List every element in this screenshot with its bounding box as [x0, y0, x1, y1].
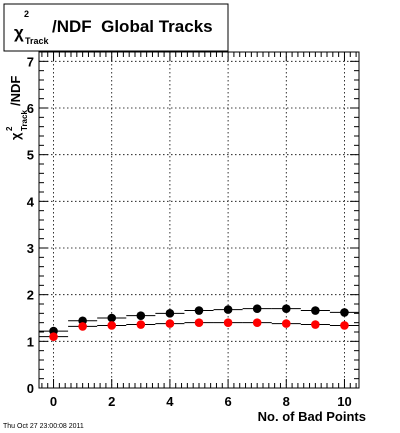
data-point: [165, 309, 175, 318]
data-points: [39, 304, 359, 341]
y-tick-label: 7: [27, 54, 34, 69]
data-point: [136, 320, 146, 329]
tick-labels: 0 1 2 3 4 5 6 7 0 2 4 6 8 10: [27, 54, 352, 409]
svg-text:/NDF: /NDF: [8, 76, 23, 106]
title-chi: χ: [14, 23, 24, 42]
y-tick-label: 5: [27, 148, 34, 163]
x-tick-label: 8: [283, 394, 290, 409]
data-point: [252, 318, 262, 327]
title-box: [3, 3, 229, 52]
axis-ticks: [39, 52, 359, 389]
data-point: [49, 332, 58, 341]
title-superscript: 2: [24, 9, 29, 19]
title-subscript: Track: [25, 36, 50, 46]
x-axis-title: No. of Bad Points: [258, 409, 366, 424]
data-point: [136, 311, 146, 320]
y-tick-label: 1: [27, 334, 34, 349]
x-tick-label: 0: [50, 394, 57, 409]
y-tick-label: 4: [27, 194, 35, 209]
svg-text:χ: χ: [8, 132, 23, 140]
chart-title: χ 2 Track /NDF Global Tracks: [3, 3, 229, 52]
data-point: [340, 308, 349, 317]
data-point: [252, 304, 262, 313]
x-tick-label: 10: [337, 394, 351, 409]
data-point: [223, 305, 233, 314]
data-point: [340, 321, 349, 330]
grid-lines: [39, 52, 359, 388]
plot-frame: [38, 51, 360, 389]
data-point: [107, 321, 117, 330]
data-point: [78, 322, 87, 331]
svg-text:Track: Track: [20, 110, 29, 131]
y-tick-label: 0: [27, 381, 34, 396]
y-tick-label: 6: [27, 101, 34, 116]
series-1: [39, 318, 359, 341]
x-tick-label: 2: [108, 394, 115, 409]
data-point: [165, 319, 175, 328]
y-tick-label: 2: [27, 288, 34, 303]
data-point: [281, 304, 291, 313]
data-point: [194, 306, 204, 315]
y-axis-title: χ 2 Track /NDF: [5, 76, 29, 140]
svg-text:2: 2: [5, 126, 14, 131]
data-point: [194, 318, 204, 327]
data-point: [311, 320, 320, 329]
y-tick-label: 3: [27, 241, 34, 256]
x-tick-label: 4: [166, 394, 174, 409]
data-point: [223, 318, 233, 327]
timestamp: Thu Oct 27 23:00:08 2011: [3, 423, 84, 430]
title-text: /NDF Global Tracks: [52, 17, 213, 36]
x-tick-label: 6: [224, 394, 231, 409]
data-point: [107, 313, 117, 323]
data-point: [311, 306, 320, 315]
data-point: [281, 319, 291, 328]
